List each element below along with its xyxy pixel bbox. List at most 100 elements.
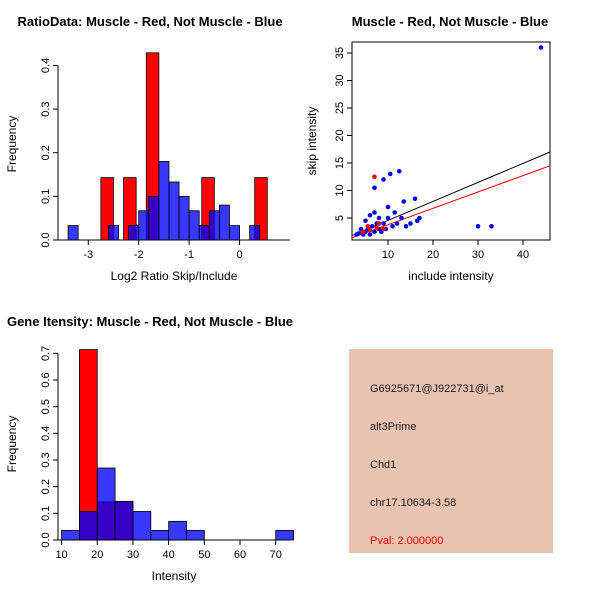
y-tick-label: 5 xyxy=(334,215,346,221)
scatter-point xyxy=(475,223,481,229)
scatter-point xyxy=(363,218,368,224)
y-axis-label: skip intensity xyxy=(305,107,319,176)
intensity-scatter-svg: 10 20 30 40 5 10 15 20 25 30 35 include intensity sk… xyxy=(305,41,551,283)
y-axis-label: Frequency xyxy=(5,116,19,173)
x-tick-label: 10 xyxy=(382,249,394,261)
scatter-point xyxy=(372,174,377,180)
hist-bar xyxy=(100,177,114,241)
scatter-point xyxy=(396,168,402,174)
x-tick-label: -2 xyxy=(134,249,144,261)
y-tick-label: 0.5 xyxy=(40,399,52,414)
gene-info-card: G6925671@J922731@i_at alt3Prime Chd1 chr… xyxy=(349,349,553,553)
scatter-point xyxy=(392,210,398,215)
ratio-histogram-svg: -3 -2 -1 0 0.0 0.1 0.2 0.3 0.4 Log2 Ratio Skip/In… xyxy=(5,52,290,283)
fit-line xyxy=(351,151,551,237)
y-tick-label: 10 xyxy=(334,184,346,196)
scatter-point xyxy=(372,210,377,215)
x-axis-label: Log2 Ratio Skip/Include xyxy=(111,269,238,283)
panel-intensity-scatter: 10 20 30 40 5 10 15 20 25 30 35 include intensity sk… xyxy=(300,0,600,300)
y-tick-label: 0.3 xyxy=(40,452,52,467)
scatter-point xyxy=(369,223,375,229)
hist-bar xyxy=(108,225,119,241)
hist-bar xyxy=(114,500,134,541)
panel-gene-info: G6925671@J922731@i_at alt3Prime Chd1 chr… xyxy=(300,300,600,600)
gene-intensity-histogram-svg: 10 20 30 40 50 60 70 0.0 0.1 0.2 0.3 0.4 0.5 0.6 0.7 In… xyxy=(5,346,294,583)
scatter-point xyxy=(374,225,380,231)
panel-gene-intensity-histogram: 10 20 30 40 50 60 70 0.0 0.1 0.2 0.3 0.4 0.5 0.6 0.7 In… xyxy=(0,300,300,600)
scatter-point xyxy=(372,185,377,191)
hist-bar xyxy=(208,210,220,241)
y-tick-label: 15 xyxy=(334,157,346,169)
scatter-point xyxy=(394,221,400,226)
splice-type-text: alt3Prime xyxy=(370,421,417,433)
scatter-point xyxy=(376,215,382,221)
x-tick-label: 50 xyxy=(198,549,210,561)
scatter-point xyxy=(372,229,377,235)
x-tick-label: 20 xyxy=(91,549,103,561)
scatter-point xyxy=(412,196,418,202)
y-tick-label: 0.2 xyxy=(40,145,52,160)
scatter-point xyxy=(387,171,393,177)
x-tick-label: 70 xyxy=(270,549,282,561)
hist-bar xyxy=(168,181,180,241)
hist-bar xyxy=(132,511,152,541)
hist-bar xyxy=(254,177,268,241)
scatter-point xyxy=(489,223,494,229)
y-tick-label: 0.1 xyxy=(40,506,52,521)
y-tick-label: 0.4 xyxy=(40,58,52,73)
x-axis-label: Intensity xyxy=(152,569,197,583)
scatter-point xyxy=(403,223,409,229)
panel-ratio-histogram: -3 -2 -1 0 0.0 0.1 0.2 0.3 0.4 Log2 Ratio Skip/In… xyxy=(0,0,300,300)
x-tick-label: -1 xyxy=(184,249,194,261)
y-tick-label: 20 xyxy=(334,129,346,141)
y-tick-label: 0.0 xyxy=(40,532,52,547)
y-tick-label: 30 xyxy=(334,74,346,86)
scatter-point xyxy=(376,221,382,226)
probe-id-text: G6925671@J922731@i_at xyxy=(370,383,504,395)
scatter-point xyxy=(381,177,386,182)
y-tick-label: 0.6 xyxy=(40,372,52,387)
hist-bar xyxy=(61,529,80,541)
scatter-point xyxy=(360,229,366,235)
hist-bar xyxy=(229,225,240,241)
scatter-point xyxy=(381,226,386,232)
hist-bar xyxy=(188,210,200,241)
hist-bar xyxy=(138,210,150,241)
scatter-point xyxy=(385,215,391,221)
scatter-point xyxy=(408,221,413,226)
x-tick-label: -3 xyxy=(83,249,93,261)
scatter-point xyxy=(365,223,371,229)
y-tick-label: 0.2 xyxy=(40,479,52,494)
ratio-histogram-title: RatioData: Muscle - Red, Not Muscle - Bl… xyxy=(17,14,283,29)
y-tick-label: 25 xyxy=(334,102,346,114)
hist-bar xyxy=(198,225,210,241)
scatter-point xyxy=(356,231,362,236)
x-tick-label: 40 xyxy=(163,549,175,561)
hist-bar xyxy=(158,161,170,241)
scatter-point xyxy=(385,204,391,210)
fit-line xyxy=(351,165,551,239)
hist-bar xyxy=(178,195,190,241)
chromosome-location-text: chr17.10634-3.58 xyxy=(370,497,457,509)
hist-bar xyxy=(168,520,187,541)
hist-bar xyxy=(249,225,261,241)
x-tick-label: 30 xyxy=(472,249,484,261)
y-tick-label: 35 xyxy=(334,47,346,59)
hist-bar xyxy=(186,529,205,541)
plot-box xyxy=(351,41,551,241)
gene-intensity-histogram-title: Gene Itensity: Muscle - Red, Not Muscle … xyxy=(6,314,294,329)
hist-bar xyxy=(128,225,140,241)
x-tick-label: 0 xyxy=(237,249,243,261)
x-tick-label: 40 xyxy=(517,249,529,261)
hist-bar xyxy=(79,511,98,541)
gene-name-text: Chd1 xyxy=(370,459,397,471)
x-axis-label: include intensity xyxy=(408,269,493,283)
hist-bar xyxy=(218,204,230,241)
x-tick-label: 20 xyxy=(427,249,439,261)
scatter-point xyxy=(367,232,373,237)
hist-bar xyxy=(150,529,170,541)
scatter-point xyxy=(399,215,404,221)
hist-bar xyxy=(148,195,160,241)
y-tick-label: 0.7 xyxy=(40,346,52,361)
